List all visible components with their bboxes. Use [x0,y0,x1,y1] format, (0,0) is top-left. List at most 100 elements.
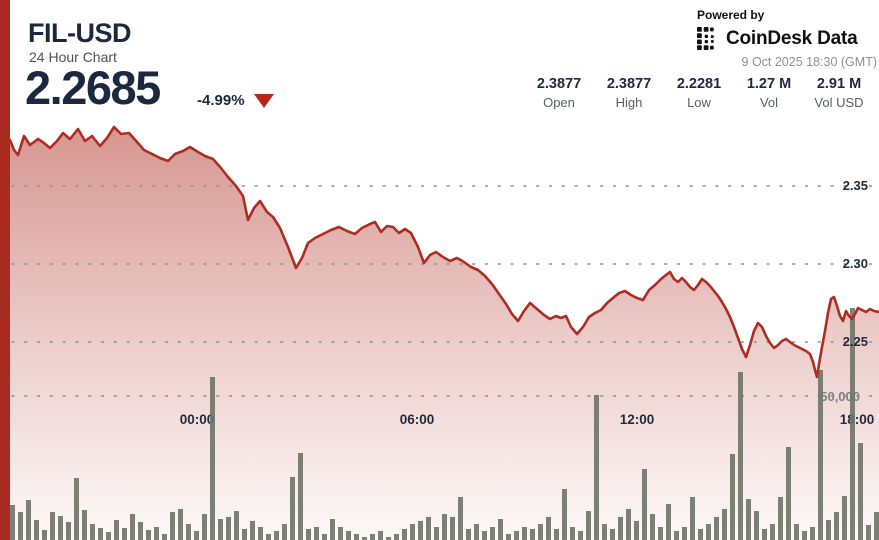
volume-bar [538,524,543,540]
volume-bar [642,469,647,540]
volume-bar [842,496,847,540]
volume-bar [322,534,327,540]
volume-bar [562,489,567,540]
volume-bar [826,520,831,540]
volume-bar [834,512,839,540]
volume-bar [474,524,479,540]
volume-bar [314,527,319,540]
volume-bar [754,511,759,540]
volume-bar [362,537,367,540]
current-price: 2.2685 [25,61,161,114]
volume-bar [210,377,215,540]
volume-bar [874,512,879,540]
chart-subtitle: 24 Hour Chart [29,49,117,65]
volume-bar [242,529,247,540]
price-axis-tick-label: 2.35 [842,178,868,193]
volume-bar [186,524,191,540]
price-change: -4.99% [197,92,274,109]
volume-bar [74,478,79,540]
volume-bar [18,512,23,540]
stat-high-value: 2.3877 [606,76,652,92]
volume-bar [410,524,415,540]
volume-bar [698,529,703,540]
volume-bar [218,519,223,540]
volume-bar [810,527,815,540]
volume-bar [434,527,439,540]
volume-bar [266,534,271,540]
volume-bar [730,454,735,540]
volume-bar [858,443,863,540]
volume-bar [274,531,279,540]
timestamp: 9 Oct 2025 18:30 (GMT) [741,55,877,69]
volume-bar [178,509,183,540]
volume-bar [738,372,743,540]
stat-high: 2.3877 High [596,76,662,110]
volume-bar [234,511,239,540]
volume-bar [634,521,639,540]
brand-name: CoinDesk Data [726,27,858,49]
volume-bar [346,531,351,540]
volume-bar [386,537,391,540]
volume-bar [290,477,295,540]
volume-bar [570,527,575,540]
volume-bar [402,529,407,540]
price-change-percent: -4.99% [197,92,245,109]
volume-bar [658,527,663,540]
volume-bar [130,514,135,540]
volume-bar [466,529,471,540]
volume-bar [714,517,719,540]
volume-bar [82,510,87,540]
volume-bar [458,497,463,540]
volume-bar [282,524,287,540]
volume-bar [338,527,343,540]
volume-bar [258,527,263,540]
volume-bar [674,531,679,540]
volume-bar [250,521,255,540]
coindesk-logo-icon [697,27,714,50]
volume-bar [506,534,511,540]
volume-bar [106,532,111,540]
volume-bar [690,497,695,540]
volume-bar [626,509,631,540]
volume-bar [306,529,311,540]
volume-bar [146,530,151,540]
volume-bar [850,308,855,540]
stat-volume-usd-label: Vol USD [814,95,864,110]
volume-bar [226,517,231,540]
volume-bar [762,529,767,540]
volume-bar [554,529,559,540]
powered-by-block: Powered by CoinDesk Data 9 Oct 2025 18:3… [697,8,877,69]
stat-volume: 1.27 M Vol [736,76,802,110]
volume-bar [794,524,799,540]
volume-bar [786,447,791,540]
volume-bar [450,517,455,540]
volume-bar [578,531,583,540]
brand-accent-bar [0,0,10,540]
volume-bar [50,512,55,540]
volume-bar [330,519,335,540]
stat-volume-usd-value: 2.91 M [816,76,862,92]
volume-bar [162,534,167,540]
volume-bar [370,534,375,540]
x-axis-tick-label: 06:00 [399,412,435,427]
volume-bar [354,534,359,540]
x-axis-tick-label: 18:00 [839,412,875,427]
volume-bar [202,514,207,540]
stat-low-value: 2.2281 [676,76,722,92]
volume-bar [514,531,519,540]
volume-bar [482,531,487,540]
arrow-down-icon [253,93,274,108]
volume-bar [394,534,399,540]
stat-open-value: 2.3877 [536,76,582,92]
volume-bar [594,395,599,540]
price-axis-tick-label: 2.30 [842,256,868,271]
brand-logo: CoinDesk Data [697,27,877,50]
volume-bar [618,517,623,540]
volume-bar [722,509,727,540]
volume-bar [490,527,495,540]
volume-bar [610,529,615,540]
x-axis-tick-label: 00:00 [179,412,215,427]
volume-bar [866,525,871,540]
volume-bar [154,527,159,540]
